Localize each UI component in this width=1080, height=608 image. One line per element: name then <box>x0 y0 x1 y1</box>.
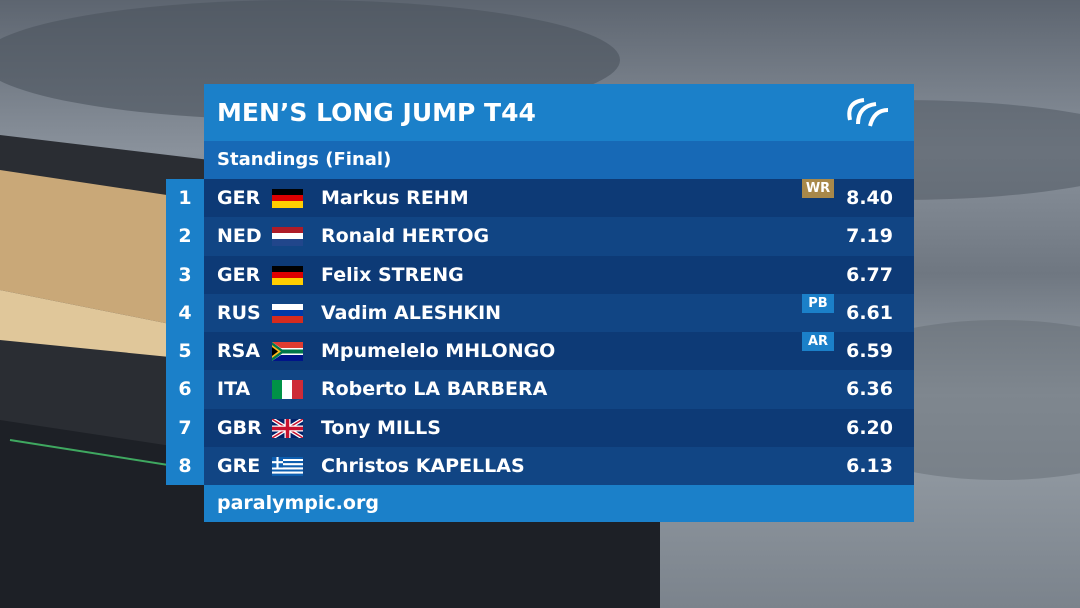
title: MEN’S LONG JUMP T44 <box>217 98 536 127</box>
record-badge: AR <box>802 332 834 351</box>
row: GER Markus REHM WR 8.40 <box>204 179 914 218</box>
country: GRE <box>217 454 261 477</box>
rank: 6 <box>178 378 192 401</box>
subtitle: Standings (Final) <box>217 149 392 170</box>
athlete: Roberto LA BARBERA <box>321 378 548 401</box>
rank: 5 <box>178 340 192 362</box>
rank: 8 <box>178 454 192 477</box>
row: RSA Mpumelelo MHLONGO AR 6.59 <box>204 332 914 371</box>
athlete: Tony MILLS <box>321 416 441 439</box>
row: GBR Tony MILLS 6.20 <box>204 408 914 447</box>
flag <box>272 189 303 208</box>
rank: 1 <box>178 187 192 209</box>
result: 8.40 <box>846 187 893 209</box>
result: 6.13 <box>846 454 893 477</box>
row: GER Felix STRENG 6.77 <box>204 255 914 294</box>
row: RUS Vadim ALESHKIN PB 6.61 <box>204 293 914 332</box>
athlete: Mpumelelo MHLONGO <box>321 340 556 362</box>
result: 7.19 <box>846 225 893 248</box>
country: NED <box>217 225 262 248</box>
flag <box>272 227 303 247</box>
athlete: Felix STRENG <box>321 263 464 286</box>
result: 6.77 <box>846 263 893 286</box>
flag <box>272 456 303 476</box>
flag <box>272 303 303 323</box>
result: 6.61 <box>846 301 893 324</box>
footer-url: paralympic.org <box>217 492 379 514</box>
flag <box>272 380 303 400</box>
country: GER <box>217 263 261 286</box>
subtitle-bar: Standings (Final) <box>204 141 914 179</box>
country: ITA <box>217 378 251 401</box>
row: GRE Christos KAPELLAS 6.13 <box>204 446 914 485</box>
result: 6.20 <box>846 416 893 439</box>
rank: 4 <box>178 301 192 324</box>
flag <box>272 265 303 285</box>
flag <box>272 418 303 438</box>
record-badge: PB <box>802 293 834 313</box>
athlete: Ronald HERTOG <box>321 225 490 248</box>
rank: 3 <box>178 263 192 286</box>
logo <box>847 98 889 127</box>
rank-column <box>166 179 204 485</box>
flag <box>272 342 303 361</box>
country: RSA <box>217 340 261 362</box>
country: GER <box>217 187 261 209</box>
rank: 7 <box>178 416 192 439</box>
rank: 2 <box>178 225 192 248</box>
country: GBR <box>217 416 262 439</box>
result: 6.59 <box>846 340 893 362</box>
row: ITA Roberto LA BARBERA 6.36 <box>204 370 914 409</box>
row: NED Ronald HERTOG 7.19 <box>204 217 914 256</box>
title-bar: MEN’S LONG JUMP T44 <box>204 84 914 141</box>
athlete: Markus REHM <box>321 187 469 209</box>
record-badge: WR <box>802 179 834 198</box>
athlete: Christos KAPELLAS <box>321 454 525 477</box>
country: RUS <box>217 301 261 324</box>
athlete: Vadim ALESHKIN <box>321 301 502 324</box>
footer-bar: paralympic.org <box>204 485 914 522</box>
result: 6.36 <box>846 378 893 401</box>
